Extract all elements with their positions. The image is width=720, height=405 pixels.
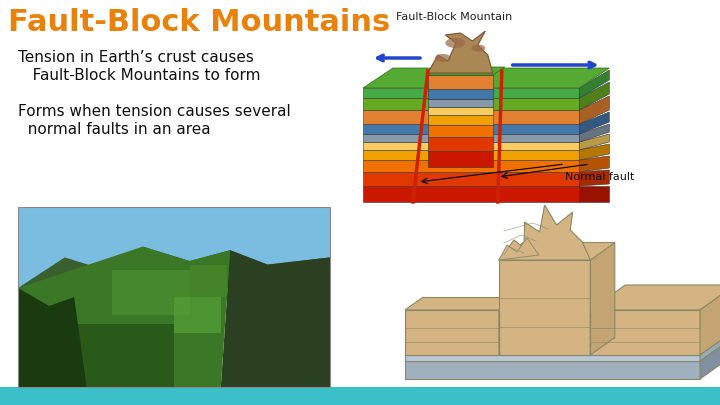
Polygon shape [428,107,492,115]
Bar [189,264,227,297]
Polygon shape [405,336,720,361]
Polygon shape [363,142,580,150]
Polygon shape [580,134,609,150]
Polygon shape [221,250,330,387]
Polygon shape [580,170,609,186]
Polygon shape [499,205,590,260]
Ellipse shape [472,45,485,51]
Polygon shape [405,330,720,355]
Polygon shape [18,288,86,387]
Polygon shape [428,99,492,107]
Polygon shape [363,150,580,160]
Text: Forms when tension causes several: Forms when tension causes several [18,104,291,119]
Polygon shape [363,172,580,186]
Polygon shape [580,82,609,110]
Ellipse shape [435,54,451,62]
Bar [174,297,221,333]
Text: Fault-Block Mountain: Fault-Block Mountain [396,12,512,22]
Polygon shape [580,144,609,160]
Bar [18,324,174,387]
Polygon shape [405,355,700,361]
Polygon shape [363,186,580,202]
Polygon shape [405,361,700,379]
Polygon shape [363,110,580,124]
Polygon shape [700,336,720,379]
Polygon shape [363,88,580,98]
Polygon shape [363,134,580,142]
Polygon shape [363,98,580,110]
Polygon shape [428,151,492,167]
Polygon shape [428,137,492,151]
Text: Fault-Block Mountains: Fault-Block Mountains [8,8,390,37]
Polygon shape [580,156,609,172]
Polygon shape [580,70,609,98]
Polygon shape [499,243,615,260]
Polygon shape [499,238,539,260]
Polygon shape [363,160,580,172]
Text: normal faults in an area: normal faults in an area [18,122,211,137]
Polygon shape [590,243,615,355]
Polygon shape [428,75,492,89]
Polygon shape [428,31,492,73]
Polygon shape [405,310,499,355]
Polygon shape [580,112,609,134]
Polygon shape [428,67,505,75]
Polygon shape [428,115,492,125]
Polygon shape [499,243,615,260]
Polygon shape [580,124,609,142]
Polygon shape [499,298,516,355]
Bar [18,207,330,301]
Bar [18,207,330,387]
Polygon shape [700,285,720,355]
Polygon shape [590,310,700,355]
Polygon shape [499,260,590,355]
Text: Tension in Earth’s crust causes: Tension in Earth’s crust causes [18,50,254,65]
Polygon shape [18,247,230,387]
Polygon shape [405,298,516,310]
Polygon shape [700,330,720,361]
Bar [112,270,189,315]
Ellipse shape [446,38,465,48]
Polygon shape [363,68,609,88]
Polygon shape [428,89,492,99]
Polygon shape [428,125,492,137]
Polygon shape [363,124,580,134]
Polygon shape [580,186,609,202]
Polygon shape [580,96,609,124]
Bar [358,10,715,210]
Polygon shape [590,285,720,310]
Polygon shape [18,247,330,288]
Text: Fault-Block Mountains to form: Fault-Block Mountains to form [18,68,261,83]
Bar [0,387,720,405]
Text: Normal fault: Normal fault [565,172,634,182]
